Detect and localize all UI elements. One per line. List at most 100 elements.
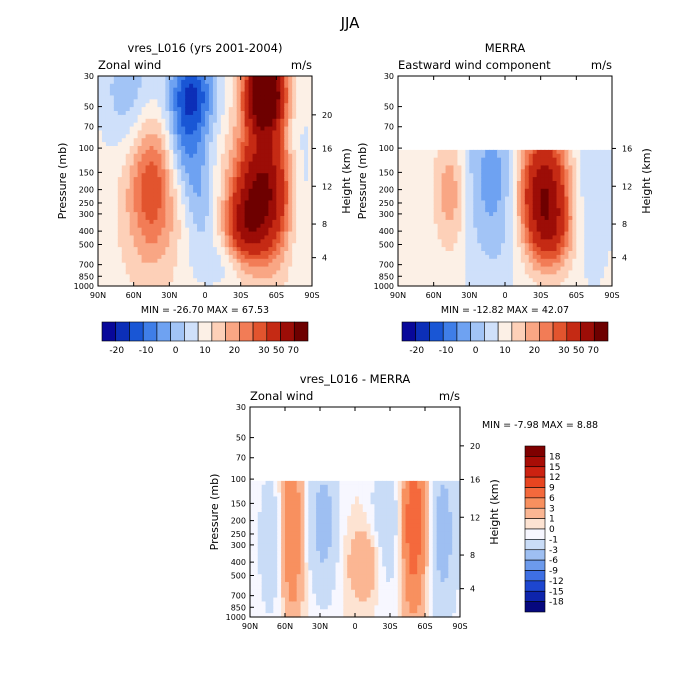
field-cell	[228, 270, 234, 275]
field-cell	[600, 208, 605, 213]
field-cell	[173, 95, 178, 100]
field-cell	[481, 184, 486, 190]
field-cell	[98, 231, 103, 237]
field-cell	[417, 208, 423, 213]
field-cell	[421, 169, 427, 174]
field-cell	[189, 188, 194, 194]
field-cell	[272, 188, 277, 194]
field-cell	[512, 258, 518, 264]
field-cell	[421, 216, 427, 221]
field-cell	[98, 126, 103, 132]
field-cell	[189, 196, 194, 202]
field-cell	[304, 254, 309, 260]
field-cell	[572, 196, 577, 202]
field-cell	[208, 219, 214, 225]
field-cell	[181, 270, 186, 275]
field-cell	[284, 79, 289, 85]
field-cell	[181, 223, 186, 229]
field-cell	[441, 177, 447, 182]
field-cell	[288, 184, 293, 190]
field-cell	[449, 165, 455, 170]
field-cell	[576, 239, 581, 244]
field-cell	[304, 200, 309, 205]
field-cell	[177, 262, 182, 268]
field-cell	[236, 91, 242, 97]
field-cell	[453, 227, 459, 233]
field-cell	[272, 177, 277, 182]
y-tick-label: 100	[79, 144, 94, 153]
field-cell	[481, 212, 486, 217]
field-cell	[425, 231, 431, 237]
field-cell	[169, 114, 174, 120]
field-cell	[516, 181, 522, 186]
field-cell	[497, 177, 502, 182]
field-cell	[153, 130, 159, 135]
field-cell	[292, 181, 297, 186]
field-cell	[260, 227, 266, 233]
field-cell	[485, 270, 490, 275]
field-cell	[125, 188, 131, 194]
field-cell	[560, 165, 566, 170]
field-cell	[224, 130, 230, 135]
field-cell	[173, 87, 178, 93]
field-cell	[449, 243, 455, 248]
field-cell	[580, 204, 585, 209]
field-cell	[212, 184, 218, 190]
field-cell	[512, 278, 518, 283]
field-cell	[588, 153, 593, 159]
field-cell	[276, 223, 281, 229]
field-cell	[552, 239, 558, 244]
field-cell	[268, 184, 273, 190]
field-cell	[520, 223, 526, 229]
field-cell	[449, 212, 455, 217]
field-cell	[405, 153, 411, 159]
field-cell	[189, 91, 194, 97]
field-cell	[308, 227, 313, 233]
field-cell	[413, 258, 419, 264]
field-cell	[137, 278, 143, 283]
field-cell	[197, 192, 202, 198]
field-cell	[508, 149, 514, 155]
field-cell	[429, 247, 435, 252]
field-cell	[445, 258, 451, 264]
field-cell	[501, 274, 506, 279]
field-cell	[244, 223, 250, 229]
field-cell	[441, 149, 447, 155]
y-tick-label: 400	[79, 227, 94, 236]
field-cell	[292, 196, 297, 202]
field-cell	[280, 184, 285, 190]
field-cell	[165, 247, 170, 252]
field-cell	[98, 87, 103, 93]
field-cell	[508, 254, 514, 260]
field-cell	[189, 99, 194, 104]
panels: vres_L016 (yrs 2001-2004)Zonal wind m/s90…	[56, 41, 653, 631]
field-cell	[236, 200, 242, 205]
field-cell	[197, 239, 202, 244]
field-cell	[469, 258, 474, 264]
field-cell	[141, 122, 147, 128]
field-cell	[520, 177, 526, 182]
field-cell	[98, 149, 103, 155]
field-cell	[193, 196, 198, 202]
field-cell	[141, 258, 147, 264]
field-cell	[445, 254, 451, 260]
field-cell	[532, 204, 538, 209]
field-cell	[524, 231, 530, 237]
field-cell	[540, 192, 546, 198]
field-cell	[588, 247, 593, 252]
field-cell	[169, 87, 174, 93]
field-cell	[129, 212, 135, 217]
field-cell	[288, 223, 293, 229]
field-cell	[429, 262, 435, 268]
field-cell	[248, 270, 254, 275]
field-cell	[153, 235, 159, 240]
field-cell	[98, 76, 103, 81]
field-cell	[413, 208, 419, 213]
field-cell	[141, 130, 147, 135]
field-cell	[437, 200, 443, 205]
field-cell	[465, 208, 470, 213]
field-cell	[288, 161, 293, 167]
field-cell	[137, 76, 143, 81]
field-cell	[572, 161, 577, 167]
field-cell	[208, 216, 214, 221]
